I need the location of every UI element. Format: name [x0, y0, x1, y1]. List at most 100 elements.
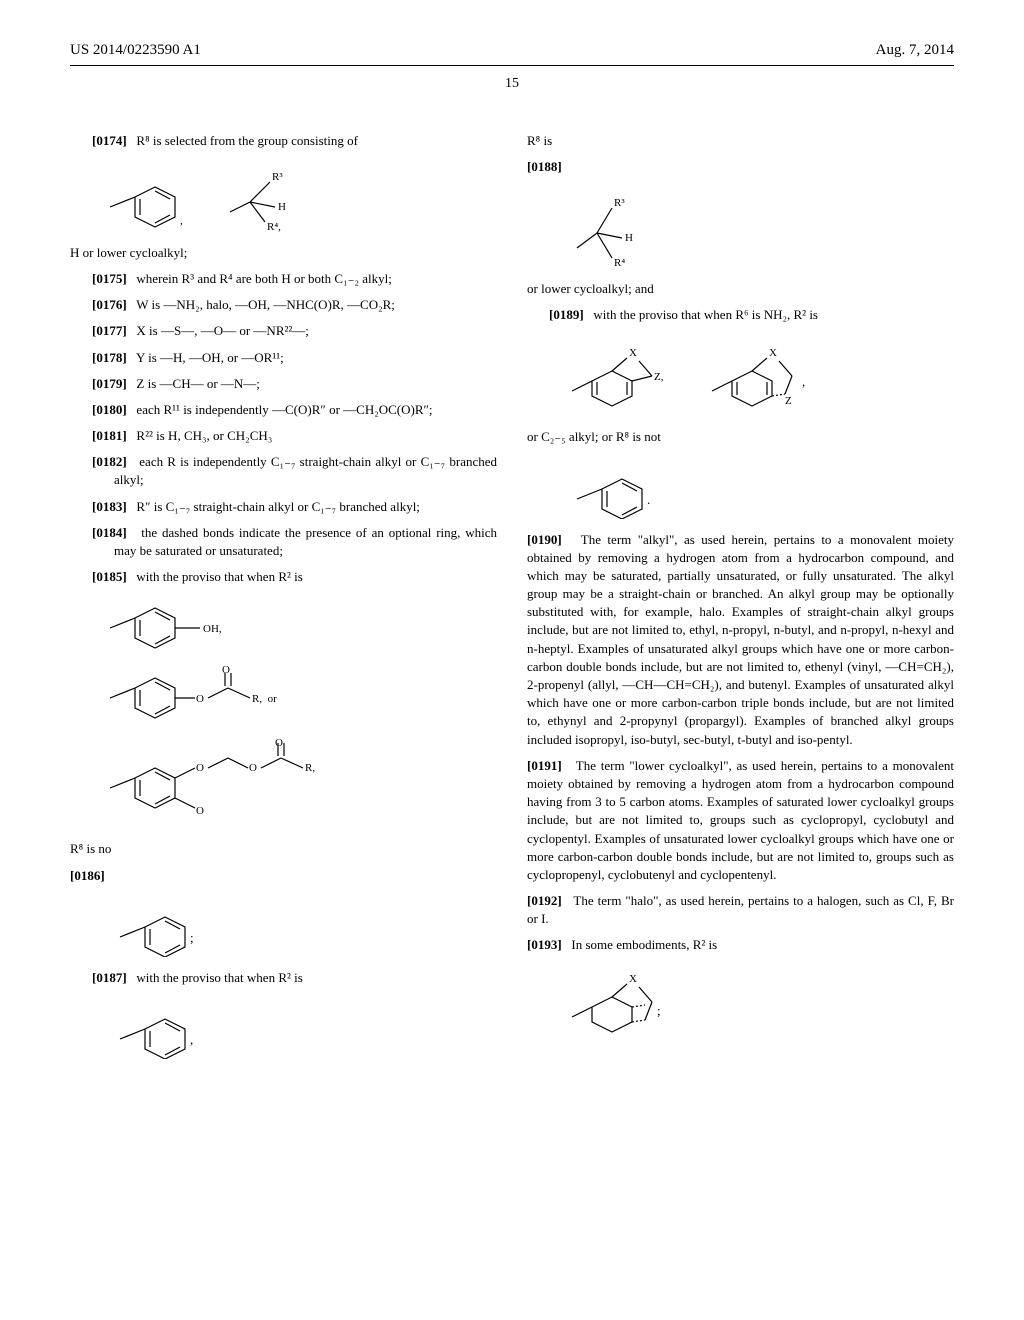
para-0193: [0193] In some embodiments, R² is: [527, 936, 954, 954]
para-text: the dashed bonds indicate the presence o…: [114, 525, 497, 558]
para-0185: [0185] with the proviso that when R² is: [70, 568, 497, 586]
para-num: [0176]: [92, 297, 127, 312]
para-0178: [0178] Y is —H, —OH, or —OR¹¹;: [70, 349, 497, 367]
para-text: Z is —CH— or —N—;: [136, 376, 260, 391]
svg-text:.: .: [647, 492, 650, 507]
svg-text:Z: Z: [785, 395, 792, 407]
para-0183: [0183] R″ is C₁₋₇ straight-chain alkyl o…: [70, 498, 497, 516]
svg-text:R⁴: R⁴: [614, 257, 625, 268]
para-0177: [0177] X is —S—, —O— or —NR²²—;: [70, 322, 497, 340]
para-num: [0188]: [527, 159, 562, 174]
para-num: [0175]: [92, 271, 127, 286]
chem-structure-benzyl-3: .: [557, 459, 954, 519]
para-0192: [0192] The term "halo", as used herein, …: [527, 892, 954, 928]
text-h-or-lower-cycloalkyl: H or lower cycloalkyl;: [70, 244, 497, 262]
para-0190: [0190] The term "alkyl", as used herein,…: [527, 531, 954, 749]
two-column-layout: [0174] R⁸ is selected from the group con…: [70, 124, 954, 1071]
para-num: [0183]: [92, 499, 127, 514]
left-column: [0174] R⁸ is selected from the group con…: [70, 124, 497, 1071]
svg-text:H: H: [278, 201, 286, 213]
para-num: [0177]: [92, 323, 127, 338]
chem-structure-benzyl-1: ;: [100, 897, 497, 957]
svg-text:R³: R³: [614, 197, 625, 209]
para-0181: [0181] R²² is H, CH₃, or CH₂CH₃: [70, 427, 497, 445]
publication-number: US 2014/0223590 A1: [70, 40, 201, 61]
svg-text:O: O: [196, 693, 204, 705]
para-0188: [0188]: [527, 158, 954, 176]
svg-text:,: ,: [180, 215, 183, 227]
svg-text:X: X: [769, 347, 777, 359]
svg-text:X: X: [629, 973, 637, 985]
svg-text:;: ;: [657, 1003, 661, 1018]
svg-text:X: X: [629, 347, 637, 359]
para-num: [0179]: [92, 376, 127, 391]
para-0186: [0186]: [70, 867, 497, 885]
para-num: [0185]: [92, 569, 127, 584]
text-or-lower-cycloalkyl: or lower cycloalkyl; and: [527, 280, 954, 298]
svg-text:R⁴,: R⁴,: [267, 221, 281, 232]
para-num: [0182]: [92, 454, 127, 469]
para-0182: [0182] each R is independently C₁₋₇ stra…: [70, 453, 497, 489]
para-num: [0193]: [527, 937, 562, 952]
para-text: R⁸ is selected from the group consisting…: [136, 133, 358, 148]
para-0175: [0175] wherein R³ and R⁴ are both H or b…: [70, 270, 497, 288]
para-text: with the proviso that when R⁶ is NH₂, R²…: [593, 307, 818, 322]
para-text: X is —S—, —O— or —NR²²—;: [136, 323, 308, 338]
svg-text:,: ,: [802, 374, 805, 389]
svg-text:R,: R,: [305, 762, 315, 774]
chem-structure-cr3r4h: R³ H R⁴: [557, 188, 954, 268]
para-num: [0180]: [92, 402, 127, 417]
page-header: US 2014/0223590 A1 Aug. 7, 2014: [70, 40, 954, 66]
svg-text:,: ,: [190, 1032, 193, 1047]
para-text: with the proviso that when R² is: [136, 569, 302, 584]
svg-text:H: H: [625, 232, 633, 244]
para-text: R″ is C₁₋₇ straight-chain alkyl or C₁₋₇ …: [136, 499, 420, 514]
para-text: wherein R³ and R⁴ are both H or both C₁₋…: [136, 271, 391, 286]
text-r8-is-no: R⁸ is no: [70, 840, 497, 858]
para-num: [0178]: [92, 350, 127, 365]
svg-text:O: O: [275, 737, 283, 749]
svg-text:;: ;: [190, 930, 194, 945]
para-text: Y is —H, —OH, or —OR¹¹;: [136, 350, 284, 365]
para-text: The term "alkyl", as used herein, pertai…: [527, 532, 954, 747]
para-text: R²² is H, CH₃, or CH₂CH₃: [136, 428, 272, 443]
para-num: [0187]: [92, 970, 127, 985]
para-num: [0186]: [70, 868, 105, 883]
text-or-c25-alkyl: or C₂₋₅ alkyl; or R⁸ is not: [527, 428, 954, 446]
para-0191: [0191] The term "lower cycloalkyl", as u…: [527, 757, 954, 884]
para-0176: [0176] W is —NH₂, halo, —OH, —NHC(O)R, —…: [70, 296, 497, 314]
chem-structure-proviso-r2: OH, O O R, or: [100, 598, 497, 828]
para-num: [0189]: [549, 307, 584, 322]
svg-text:O: O: [222, 664, 230, 676]
page-number: 15: [70, 74, 954, 94]
para-0180: [0180] each R¹¹ is independently —C(O)R″…: [70, 401, 497, 419]
para-0184: [0184] the dashed bonds indicate the pre…: [70, 524, 497, 560]
para-0189: [0189] with the proviso that when R⁶ is …: [527, 306, 954, 324]
chem-structure-r8-group: , R³ H R⁴,: [100, 162, 497, 232]
para-0179: [0179] Z is —CH— or —N—;: [70, 375, 497, 393]
chem-structure-fused-x: X ;: [557, 967, 954, 1037]
svg-text:O: O: [249, 762, 257, 774]
para-num: [0190]: [527, 532, 562, 547]
text-r8-is: R⁸ is: [527, 132, 954, 150]
para-num: [0184]: [92, 525, 127, 540]
para-num: [0181]: [92, 428, 127, 443]
para-0187: [0187] with the proviso that when R² is: [70, 969, 497, 987]
para-text: In some embodiments, R² is: [571, 937, 717, 952]
svg-text:Z,: Z,: [654, 371, 664, 383]
svg-text:R, or: R, or: [252, 693, 277, 705]
publication-date: Aug. 7, 2014: [876, 40, 954, 61]
para-num: [0174]: [92, 133, 127, 148]
para-text: each R is independently C₁₋₇ straight-ch…: [114, 454, 497, 487]
svg-text:O: O: [196, 762, 204, 774]
para-text: with the proviso that when R² is: [136, 970, 302, 985]
svg-text:OH,: OH,: [203, 623, 222, 635]
chem-structure-benzyl-2: ,: [100, 999, 497, 1059]
right-column: R⁸ is [0188] R³ H R⁴ or lower cycloalkyl…: [527, 124, 954, 1071]
svg-text:O: O: [196, 805, 204, 817]
para-text: W is —NH₂, halo, —OH, —NHC(O)R, —CO₂R;: [136, 297, 395, 312]
para-num: [0191]: [527, 758, 562, 773]
para-text: each R¹¹ is independently —C(O)R″ or —CH…: [136, 402, 432, 417]
para-text: The term "halo", as used herein, pertain…: [527, 893, 954, 926]
para-text: The term "lower cycloalkyl", as used her…: [527, 758, 954, 882]
